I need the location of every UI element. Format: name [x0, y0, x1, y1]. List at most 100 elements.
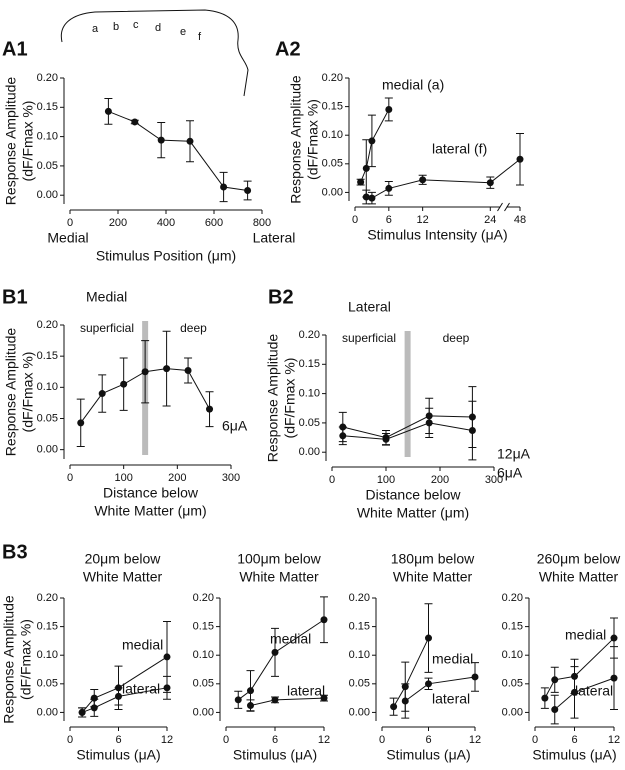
y-axis-label: (dF/Fmax %)	[20, 101, 36, 182]
x-tick-label: 12	[608, 734, 620, 746]
y-axis-label: Response Amplitude	[3, 328, 19, 457]
y-axis-label: Response Amplitude	[288, 75, 304, 204]
outline-label: c	[133, 19, 139, 31]
data-point	[78, 708, 86, 716]
y-tick-label: 0.05	[349, 678, 370, 690]
region-label: superficial	[342, 331, 396, 345]
y-tick-label: 0.05	[37, 412, 58, 424]
x-tick-label: 48	[514, 214, 526, 226]
chart-title: 100μm below	[237, 551, 321, 567]
x-tick-label: 0	[67, 472, 73, 484]
brain-outline	[60, 9, 249, 97]
data-point	[357, 178, 365, 186]
x-tick-label: 12	[161, 734, 173, 746]
x-tick-label: 12	[417, 214, 429, 226]
data-point	[610, 634, 618, 642]
outline-label: e	[180, 26, 186, 38]
y-tick-label: 0.20	[37, 319, 58, 331]
data-point	[468, 427, 476, 435]
data-point	[401, 697, 409, 705]
y-tick-label: 0.05	[322, 158, 343, 170]
y-tick-label: 0.15	[193, 621, 214, 633]
data-point	[368, 137, 376, 145]
x-tick-label: 12	[469, 734, 481, 746]
x-tick-label: 6	[272, 734, 278, 746]
y-axis-label: (dF/Fmax %)	[20, 352, 36, 433]
x-tick-label: 0	[379, 734, 385, 746]
data-point	[104, 107, 112, 115]
series-label: medial	[270, 631, 311, 647]
series-label: medial	[432, 651, 473, 667]
series-line	[342, 415, 473, 439]
y-tick-label: 0.05	[37, 678, 58, 690]
y-tick-label: 0.00	[322, 186, 343, 198]
y-tick-label: 0.00	[299, 446, 320, 458]
series-line	[544, 637, 615, 699]
y-tick-label: 0.15	[322, 101, 343, 113]
chart-title: White Matter	[539, 569, 619, 585]
chart-title: Medial	[86, 289, 127, 305]
y-tick-label: 0.10	[322, 129, 343, 141]
x-tick-label: 0	[67, 217, 73, 229]
y-axis-label: Response Amplitude	[1, 595, 17, 724]
data-point	[247, 687, 254, 695]
y-axis-label: (dF/Fmax %)	[305, 99, 321, 180]
y-tick-label: 0.20	[37, 72, 58, 84]
y-tick-label: 0.10	[193, 649, 214, 661]
data-point	[271, 648, 279, 656]
series-line	[366, 158, 521, 199]
y-tick-label: 0.10	[502, 649, 523, 661]
x-axis-label: White Matter (μm)	[357, 505, 469, 521]
y-axis-label: (dF/Fmax %)	[18, 619, 34, 700]
x-tick-label: 300	[222, 472, 240, 484]
data-point	[425, 419, 433, 427]
series-label: lateral	[122, 681, 160, 697]
series-label: 6μA	[497, 465, 523, 481]
data-point	[382, 435, 390, 443]
data-point	[516, 155, 524, 163]
y-tick-label: 0.05	[37, 160, 58, 172]
series-label: medial	[565, 627, 606, 643]
data-point	[385, 105, 393, 113]
x-tick-label: 0	[532, 734, 538, 746]
data-point	[157, 136, 165, 144]
y-tick-label: 0.10	[37, 131, 58, 143]
data-point	[471, 673, 479, 681]
x-tick-label: 6	[386, 214, 392, 226]
x-axis-label: Stimulus (μA)	[386, 747, 470, 763]
x-tick-label: 0	[329, 474, 335, 486]
chart-title: 260μm below	[537, 551, 621, 567]
series-label: medial (a)	[382, 77, 444, 93]
data-point	[244, 187, 252, 195]
y-tick-label: 0.00	[349, 706, 370, 718]
data-point	[339, 432, 347, 440]
data-point	[571, 688, 578, 696]
y-axis-label: Response Amplitude	[265, 334, 281, 463]
x-end-label: Lateral	[253, 230, 296, 246]
panel-label: B1	[2, 286, 28, 308]
data-point	[186, 137, 194, 145]
series-line	[342, 422, 473, 440]
data-point	[390, 703, 398, 711]
x-tick-label: 200	[431, 474, 449, 486]
data-point	[551, 676, 559, 684]
x-tick-label: 300	[485, 474, 503, 486]
x-axis-label: Distance below	[103, 485, 199, 501]
data-point	[98, 390, 106, 398]
x-tick-label: 400	[157, 217, 175, 229]
x-axis-label: Stimulus (μA)	[76, 747, 160, 763]
y-tick-label: 0.00	[37, 706, 58, 718]
data-point	[541, 694, 549, 702]
panel-label: B2	[268, 286, 294, 308]
x-tick-label: 800	[253, 217, 271, 229]
y-tick-label: 0.10	[37, 649, 58, 661]
outline-label: a	[92, 23, 99, 35]
x-axis-label: Stimulus Intensity (μA)	[367, 227, 507, 243]
data-point	[419, 176, 427, 184]
series-label: lateral	[575, 683, 613, 699]
y-tick-label: 0.05	[299, 417, 320, 429]
y-tick-label: 0.00	[193, 706, 214, 718]
panel-label: A1	[2, 38, 28, 60]
panel-label: B3	[2, 541, 28, 563]
